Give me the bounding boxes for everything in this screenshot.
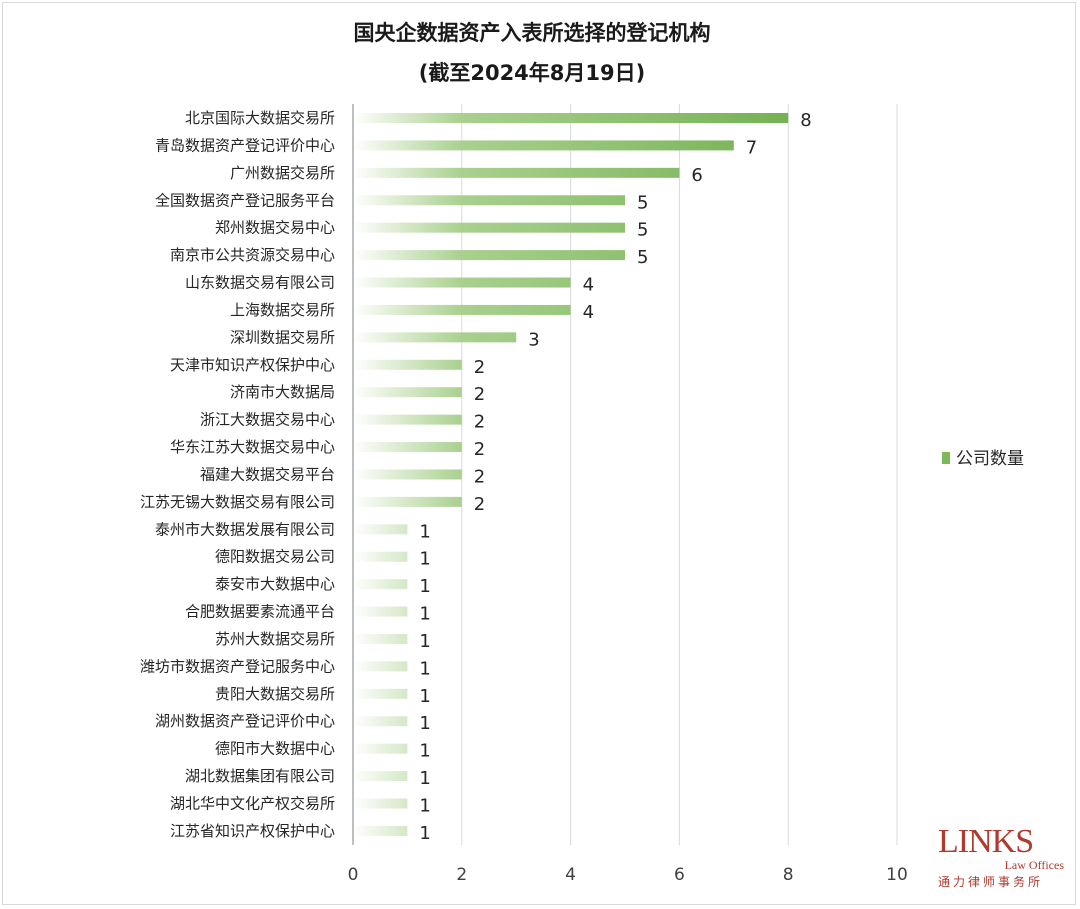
category-label: 青岛数据资产登记评价中心: [155, 136, 335, 154]
category-label: 德阳数据交易公司: [215, 548, 335, 566]
data-label: 7: [746, 137, 757, 158]
bar: [354, 332, 517, 343]
category-label: 北京国际大数据交易所: [185, 109, 335, 127]
category-label: 泰州市大数据发展有限公司: [155, 520, 335, 538]
legend-label: 公司数量: [956, 449, 1024, 469]
data-label: 4: [583, 302, 594, 323]
bar: [354, 524, 408, 535]
x-tick-label: 8: [783, 865, 794, 885]
category-label: 苏州大数据交易所: [215, 630, 335, 648]
bar: [354, 414, 462, 425]
x-tick-label: 2: [456, 865, 467, 885]
bar: [354, 688, 408, 699]
category-label: 湖州数据资产登记评价中心: [155, 712, 335, 730]
bar: [354, 277, 571, 288]
data-label: 6: [691, 165, 702, 186]
category-label: 潍坊市数据资产登记服务中心: [140, 657, 335, 675]
data-label: 2: [474, 384, 485, 405]
data-label: 2: [474, 412, 485, 433]
data-label: 5: [637, 220, 648, 241]
bar: [354, 798, 408, 809]
data-label: 4: [583, 275, 594, 296]
data-label: 8: [800, 110, 811, 131]
chart-subtitle: (截至2024年8月19日): [419, 61, 645, 85]
category-label: 江苏无锡大数据交易有限公司: [140, 493, 335, 511]
data-label: 1: [419, 658, 430, 679]
bar: [354, 606, 408, 617]
data-label: 1: [419, 796, 430, 817]
bar: [354, 825, 408, 836]
logo-cn: 通力律师事务所: [938, 875, 1044, 889]
logo-main: LINKS: [938, 823, 1034, 860]
category-label: 济南市大数据局: [230, 383, 335, 401]
category-label: 全国数据资产登记服务平台: [155, 191, 335, 209]
bar: [354, 496, 462, 507]
category-label: 浙江大数据交易中心: [200, 411, 335, 429]
legend: 公司数量: [942, 449, 1024, 469]
data-label: 1: [419, 741, 430, 762]
bar: [354, 579, 408, 590]
category-label: 广州数据交易所: [230, 164, 335, 182]
data-label: 2: [474, 466, 485, 487]
data-label: 1: [419, 631, 430, 652]
x-tick-label: 0: [348, 865, 359, 885]
category-label: 深圳数据交易所: [230, 328, 335, 346]
bar: [354, 387, 462, 398]
category-label: 南京市公共资源交易中心: [170, 246, 335, 264]
data-label: 1: [419, 576, 430, 597]
category-label: 天津市知识产权保护中心: [170, 356, 335, 374]
category-label: 湖北数据集团有限公司: [185, 767, 335, 785]
bar: [354, 222, 625, 233]
bar: [354, 113, 789, 123]
logo-sub: Law Offices: [1004, 858, 1064, 872]
bar: [354, 716, 408, 727]
category-label: 山东数据交易有限公司: [185, 274, 335, 292]
category-label: 贵阳大数据交易所: [215, 685, 335, 703]
bar: [354, 304, 571, 315]
data-label: 1: [419, 768, 430, 789]
bar: [354, 140, 734, 151]
chart-title: 国央企数据资产入表所选择的登记机构: [354, 21, 711, 45]
bar: [354, 359, 462, 370]
category-label: 华东江苏大数据交易中心: [170, 438, 335, 456]
category-label: 上海数据交易所: [230, 301, 335, 319]
category-label: 江苏省知识产权保护中心: [170, 822, 335, 840]
bar: [354, 167, 680, 178]
links-law-offices-logo: LINKS Law Offices 通力律师事务所: [938, 823, 1072, 890]
category-label: 德阳市大数据中心: [215, 740, 335, 758]
category-label: 郑州数据交易中心: [215, 219, 335, 237]
bar: [354, 743, 408, 754]
data-label: 1: [419, 823, 430, 844]
bar: [354, 771, 408, 782]
data-label: 1: [419, 604, 430, 625]
x-tick-label: 4: [565, 865, 576, 885]
data-label: 1: [419, 686, 430, 707]
bar: [354, 195, 625, 206]
bar: [354, 250, 625, 261]
bar: [354, 633, 408, 644]
x-tick-label: 6: [674, 865, 685, 885]
data-label: 2: [474, 439, 485, 460]
bar: [354, 551, 408, 562]
category-label: 湖北华中文化产权交易所: [170, 795, 335, 813]
data-label: 2: [474, 357, 485, 378]
data-label: 3: [528, 329, 539, 350]
data-label: 5: [637, 247, 648, 268]
data-label: 1: [419, 521, 430, 542]
bar: [354, 469, 462, 480]
data-label: 5: [637, 192, 648, 213]
data-label: 2: [474, 494, 485, 515]
bar: [354, 661, 408, 672]
category-label: 合肥数据要素流通平台: [185, 603, 335, 621]
bar: [354, 442, 462, 453]
category-label: 福建大数据交易平台: [200, 465, 335, 483]
data-label: 1: [419, 713, 430, 734]
x-tick-label: 10: [886, 865, 908, 885]
category-label: 泰安市大数据中心: [215, 575, 335, 593]
data-label: 1: [419, 549, 430, 570]
legend-swatch: [942, 452, 950, 464]
